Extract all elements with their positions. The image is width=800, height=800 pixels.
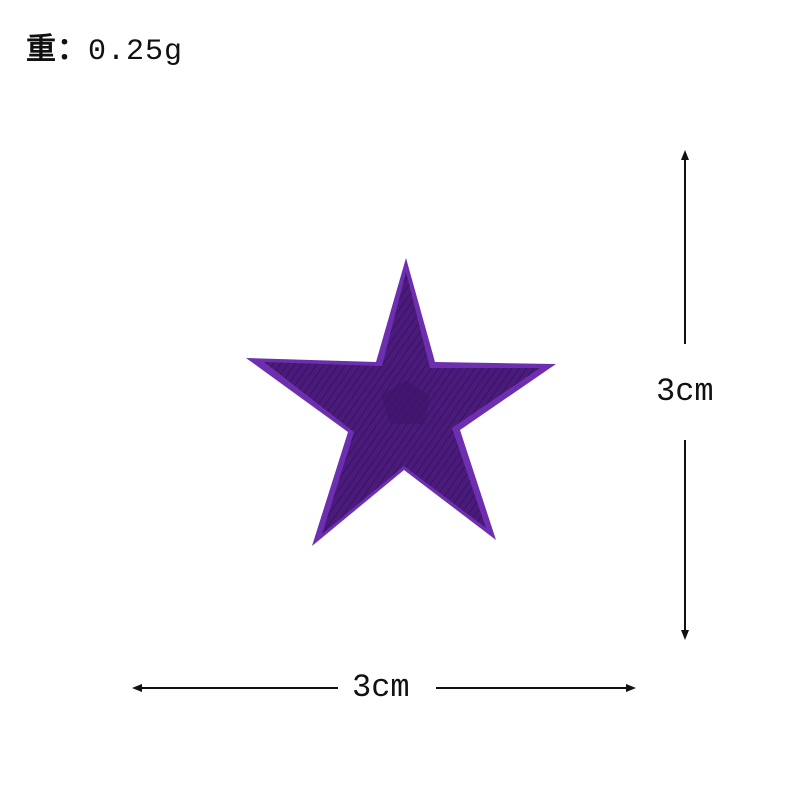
height-dimension-arrow	[681, 150, 689, 640]
weight-text: 重：0.25g	[26, 24, 183, 69]
width-dimension-arrow	[132, 684, 636, 692]
width-label: 3cm	[352, 669, 410, 706]
weight-value: 0.25g	[88, 35, 184, 69]
height-label: 3cm	[656, 373, 714, 410]
star-patch-icon	[246, 258, 556, 546]
star-center	[382, 380, 430, 424]
weight-label: 重：	[26, 32, 88, 67]
